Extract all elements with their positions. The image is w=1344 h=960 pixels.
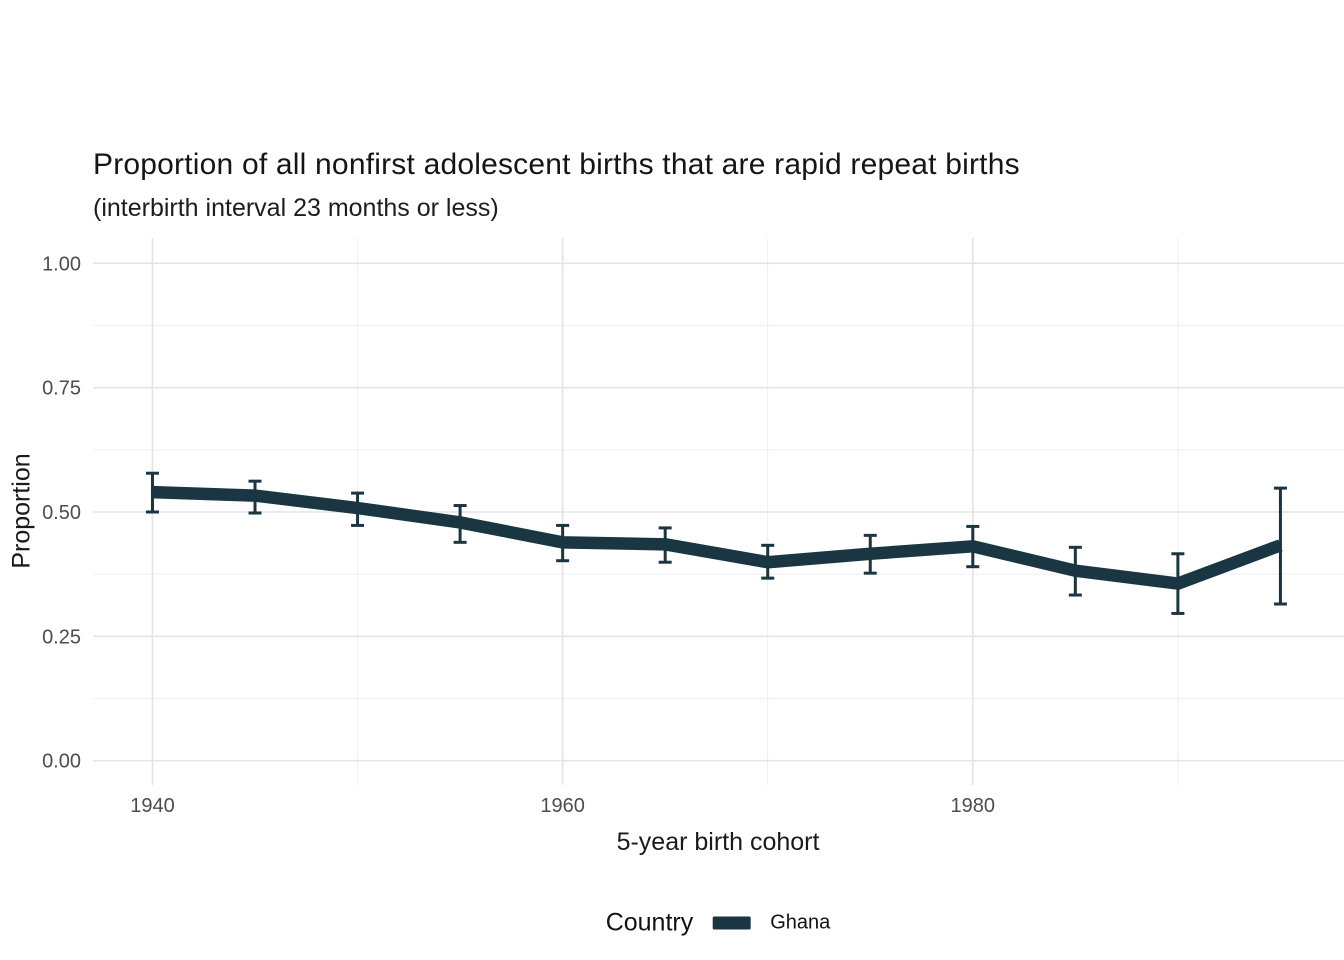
legend: Country Ghana [606,909,831,938]
x-tick-label: 1980 [951,795,996,817]
legend-line-swatch [712,916,751,930]
legend-title: Country [605,908,694,937]
x-tick-label: 1960 [540,795,585,817]
y-tick-label: 0.00 [42,751,81,773]
y-tick-label: 0.75 [42,378,81,400]
chart-subtitle: (interbirth interval 23 months or less) [93,194,499,222]
y-tick-label: 0.50 [42,502,81,524]
legend-item-label: Ghana [770,911,831,934]
y-tick-label: 0.25 [42,626,81,648]
x-axis-title: 5-year birth cohort [616,828,820,856]
y-axis-title: Proportion [7,453,36,569]
series-line-ghana [152,485,1283,590]
x-tick-label: 1940 [130,795,175,817]
chart-title: Proportion of all nonfirst adolescent bi… [93,148,1020,181]
y-tick-label: 1.00 [42,253,81,275]
